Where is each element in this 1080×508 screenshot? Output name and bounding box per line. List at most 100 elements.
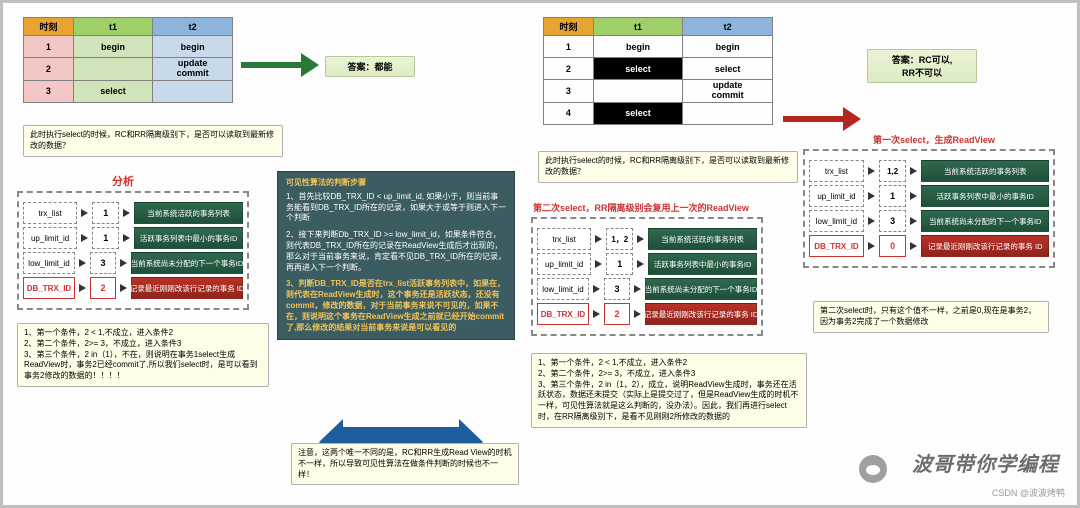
th-t1: t1 bbox=[73, 18, 153, 36]
left-timeline-table: 时刻 t1 t2 1 begin begin 2 update commit 3… bbox=[23, 17, 233, 103]
algorithm-box: 可见性算法的判断步骤 1、首先比较DB_TRX_ID < up_limit_id… bbox=[277, 171, 515, 340]
algo-p1: 1、首先比较DB_TRX_ID < up_limit_id, 如果小于，则当前事… bbox=[286, 192, 506, 224]
rv-desc: 当前系统活跃的事务列表 bbox=[134, 202, 243, 224]
algo-p3: 3、判断DB_TRX_ID是否在trx_list活跃事务列表中，如果在，则代表在… bbox=[286, 279, 506, 333]
arrow-icon bbox=[910, 242, 917, 250]
rv-desc: 记录最近刚刚改该行记录的事务 ID bbox=[645, 303, 757, 325]
arrow-icon bbox=[79, 284, 86, 292]
rv-desc: 当前系统尚未分配的下一个事务ID bbox=[131, 252, 243, 274]
csdn-watermark: CSDN @波波烤鸭 bbox=[992, 486, 1065, 499]
rv-val: 3 bbox=[879, 210, 906, 232]
rv-key: up_limit_id bbox=[809, 185, 864, 207]
left-answer: 答案：都能 bbox=[325, 56, 415, 77]
right-question: 此时执行select的时候，RC和RR隔离级别下，是否可以读取到最新修改的数据？ bbox=[538, 151, 798, 183]
arrow-green-icon bbox=[241, 53, 319, 77]
th-time: 时刻 bbox=[24, 18, 74, 36]
right-readview-2: trx_list 1，2 当前系统活跃的事务列表 up_limit_id 1 活… bbox=[531, 217, 763, 336]
rv-val: 2 bbox=[604, 303, 630, 325]
arrow-icon bbox=[593, 310, 600, 318]
rv1-title: 第一次select，生成ReadView bbox=[873, 133, 995, 146]
arrow-icon bbox=[634, 285, 641, 293]
rv-key: trx_list bbox=[537, 228, 591, 250]
rv-key: low_limit_id bbox=[23, 252, 75, 274]
arrow-icon bbox=[634, 310, 641, 318]
rv2-title: 第二次select，RR隔离级别会复用上一次的ReadView bbox=[533, 201, 749, 214]
cell: 1 bbox=[544, 36, 594, 58]
cell: begin bbox=[593, 36, 683, 58]
cell: 3 bbox=[544, 80, 594, 103]
arrow-icon bbox=[868, 217, 875, 225]
cell: 1 bbox=[24, 36, 74, 58]
rv-val: 0 bbox=[879, 235, 906, 257]
arrow-icon bbox=[868, 242, 875, 250]
right-readview-1: trx_list 1,2 当前系统活跃的事务列表 up_limit_id 1 活… bbox=[803, 149, 1055, 268]
bottom-note: 注意，这两个唯一不同的是，RC和RR生成Read View的时机不一样，所以导致… bbox=[291, 443, 519, 485]
arrow-icon bbox=[79, 259, 86, 267]
cell bbox=[153, 80, 233, 102]
rv-key: up_limit_id bbox=[537, 253, 591, 275]
rv-val: 2 bbox=[90, 277, 116, 299]
rv-desc: 当前系统活跃的事务列表 bbox=[921, 160, 1049, 182]
arrow-icon bbox=[123, 209, 130, 217]
cell: update commit bbox=[683, 80, 773, 103]
cell: select bbox=[593, 58, 683, 80]
cell: select bbox=[593, 102, 683, 124]
rv-val: 1 bbox=[606, 253, 633, 275]
rv-key: trx_list bbox=[809, 160, 864, 182]
analysis-title: 分析 bbox=[23, 173, 223, 189]
arrow-icon bbox=[81, 234, 88, 242]
rv-key: DB_TRX_ID bbox=[537, 303, 589, 325]
cell: update commit bbox=[153, 58, 233, 81]
rv-desc: 当前系统活跃的事务列表 bbox=[648, 228, 757, 250]
cell: begin bbox=[73, 36, 153, 58]
arrow-icon bbox=[595, 235, 602, 243]
arrow-icon bbox=[637, 235, 644, 243]
arrow-icon bbox=[868, 192, 875, 200]
cell: 3 bbox=[24, 80, 74, 102]
cell: select bbox=[683, 58, 773, 80]
left-conclusion: 1、第一个条件，2 < 1,不成立，进入条件2 2、第二个条件，2>= 3，不成… bbox=[17, 323, 269, 387]
arrow-icon bbox=[910, 192, 917, 200]
cell: 2 bbox=[544, 58, 594, 80]
rv-desc: 当前系统尚未分配的下一个事务ID bbox=[921, 210, 1049, 232]
th-t1: t1 bbox=[593, 18, 683, 36]
cell: select bbox=[73, 80, 153, 102]
rv-val: 3 bbox=[90, 252, 116, 274]
arrow-icon bbox=[910, 167, 917, 175]
wechat-icon bbox=[859, 455, 887, 483]
rv-val: 3 bbox=[604, 278, 630, 300]
rv-val: 1 bbox=[92, 227, 119, 249]
arrow-icon bbox=[593, 285, 600, 293]
cell bbox=[683, 102, 773, 124]
rv-desc: 活跃事务列表中最小的事务ID bbox=[921, 185, 1049, 207]
rv-key: DB_TRX_ID bbox=[23, 277, 75, 299]
rv-val: 1，2 bbox=[606, 228, 633, 250]
rv1-note: 第二次select时，只有这个值不一样，之前是0,现在是事务2，因为事务2完成了… bbox=[813, 301, 1049, 333]
arrow-red-icon bbox=[783, 107, 861, 131]
left-question: 此时执行select的时候，RC和RR隔离级别下，是否可以读取到最新修改的数据？ bbox=[23, 125, 283, 157]
rv-val: 1,2 bbox=[879, 160, 906, 182]
th-t2: t2 bbox=[153, 18, 233, 36]
arrow-icon bbox=[120, 284, 127, 292]
rv-val: 1 bbox=[92, 202, 119, 224]
arrow-icon bbox=[120, 259, 127, 267]
rv-key: DB_TRX_ID bbox=[809, 235, 864, 257]
arrow-icon bbox=[868, 167, 875, 175]
cell: 4 bbox=[544, 102, 594, 124]
algo-title: 可见性算法的判断步骤 bbox=[286, 178, 506, 189]
rv-val: 1 bbox=[879, 185, 906, 207]
rv-desc: 活跃事务列表中最小的事务ID bbox=[134, 227, 243, 249]
rv-key: low_limit_id bbox=[537, 278, 589, 300]
right-answer: 答案：RC可以, RR不可以 bbox=[867, 49, 977, 83]
rv-desc: 记录最近刚刚改该行记录的事务 ID bbox=[921, 235, 1049, 257]
rv-desc: 记录最近刚刚改该行记录的事务 ID bbox=[131, 277, 243, 299]
brand-text: 波哥带你学编程 bbox=[912, 448, 1059, 477]
rv-key: trx_list bbox=[23, 202, 77, 224]
arrow-icon bbox=[595, 260, 602, 268]
cell: 2 bbox=[24, 58, 74, 81]
rv-key: low_limit_id bbox=[809, 210, 864, 232]
rv-desc: 当前系统尚未分配的下一个事务ID bbox=[645, 278, 757, 300]
arrow-icon bbox=[637, 260, 644, 268]
rv-desc: 活跃事务列表中最小的事务ID bbox=[648, 253, 757, 275]
arrow-icon bbox=[910, 217, 917, 225]
